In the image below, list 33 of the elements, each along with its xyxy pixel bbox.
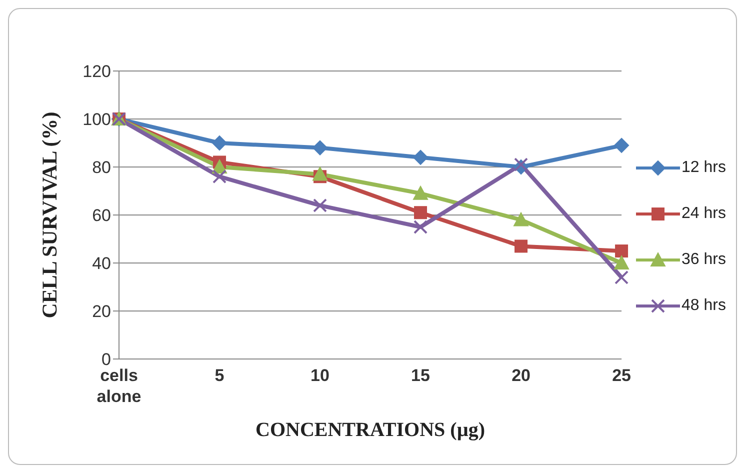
point <box>313 198 328 212</box>
y-tick-label: 100 <box>82 110 111 130</box>
legend-label: 48 hrs <box>682 296 726 314</box>
point <box>614 270 629 284</box>
y-tick-label: 120 <box>82 62 111 82</box>
y-tick-label: 60 <box>92 206 111 226</box>
x-axis-title: CONCENTRATIONS (µg) <box>256 419 486 441</box>
point <box>614 138 630 153</box>
legend-label: 36 hrs <box>682 250 726 268</box>
point <box>413 150 428 165</box>
point <box>414 206 428 220</box>
y-tick-label: 80 <box>92 158 111 178</box>
x-tick-label: 20 <box>512 366 530 385</box>
y-tick-label: 20 <box>92 302 111 322</box>
x-tick-label: 10 <box>310 366 330 385</box>
legend-label: 12 hrs <box>682 158 726 176</box>
x-tick-label: 25 <box>612 366 631 385</box>
point <box>312 166 328 181</box>
point <box>615 244 628 258</box>
point <box>514 212 529 226</box>
point <box>414 220 428 234</box>
point <box>514 158 528 172</box>
point <box>614 256 630 270</box>
point <box>212 170 227 184</box>
point <box>312 140 328 156</box>
x-tick-label: 5 <box>214 366 224 385</box>
point <box>514 240 528 253</box>
legend-label: 24 hrs <box>682 204 726 222</box>
y-axis-title: CELL SURVIVAL (%) <box>37 112 62 318</box>
point <box>413 186 428 200</box>
y-tick-label: 40 <box>92 254 111 274</box>
point <box>212 136 228 150</box>
x-tick-label: 15 <box>411 366 430 385</box>
